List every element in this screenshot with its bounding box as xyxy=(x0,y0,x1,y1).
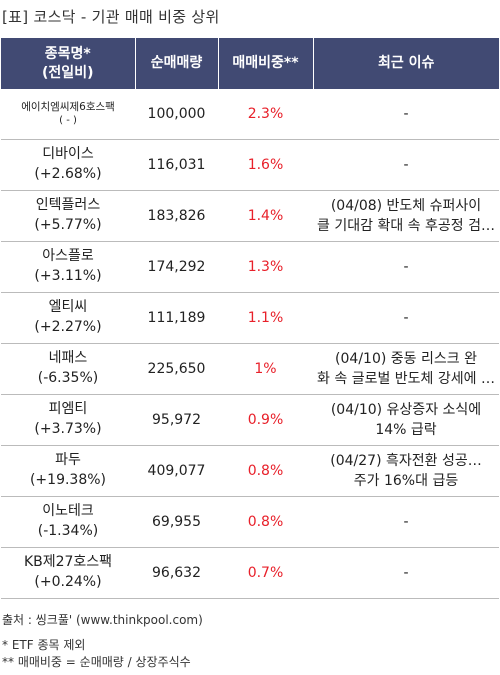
stock-name: 엘티씨 xyxy=(48,299,88,316)
recent-issue-line1: (04/10) 중동 리스크 완 xyxy=(335,350,477,367)
trade-ratio: 1% xyxy=(218,343,313,395)
recent-issue-line1: (04/10) 유상증자 소식에 xyxy=(330,401,482,418)
stock-name: 피엠티 xyxy=(48,401,88,418)
table-row: 에이치엠씨제6호스팩 ( - ) 100,000 2.3% - xyxy=(1,89,499,140)
recent-issue: (04/27) 흑자전환 성공… 주가 16%대 급등 xyxy=(313,445,499,497)
ranking-table: 종목명* (전일비) 순매매량 매매비중** 최근 이슈 에이치엠씨제6호스팩 (… xyxy=(1,38,499,599)
recent-issue: - xyxy=(313,241,499,293)
net-volume: 95,972 xyxy=(135,394,218,446)
recent-issue-line1: - xyxy=(403,309,409,326)
table-row: 파두 (+19.38%) 409,077 0.8% (04/27) 흑자전환 성공… 주가… xyxy=(1,445,499,497)
stock-name: 인텍플러스 xyxy=(35,197,101,214)
header-stock-name-line1: 종목명* xyxy=(44,45,91,62)
stock-change: (+2.68%) xyxy=(34,166,102,182)
table-row: 이노테크 (-1.34%) 69,955 0.8% - xyxy=(1,496,499,548)
stock-change: (+0.24%) xyxy=(34,574,102,590)
stock-change: (+3.73%) xyxy=(34,421,102,437)
net-volume: 409,077 xyxy=(135,445,218,497)
trade-ratio: 0.9% xyxy=(218,394,313,446)
recent-issue-line1: - xyxy=(403,105,409,122)
recent-issue-line1: - xyxy=(403,156,409,173)
stock-name: 에이치엠씨제6호스팩 xyxy=(21,100,115,113)
stock-name-cell: 아스플로 (+3.11%) xyxy=(1,241,135,293)
table-header-row: 종목명* (전일비) 순매매량 매매비중** 최근 이슈 xyxy=(1,38,499,89)
recent-issue: - xyxy=(313,547,499,599)
stock-name: 아스플로 xyxy=(42,248,94,265)
source-note: 출처 : 씽크풀' (www.thinkpool.com) xyxy=(2,613,203,627)
stock-name-cell: 파두 (+19.38%) xyxy=(1,445,135,497)
stock-change: (+5.77%) xyxy=(34,217,102,233)
footnote-ratio: ** 매매비중 = 순매매량 / 상장주식수 xyxy=(2,655,191,669)
header-stock-name-line2: (전일비) xyxy=(42,64,94,81)
header-net-volume: 순매매량 xyxy=(135,38,219,89)
stock-change: (-1.34%) xyxy=(37,523,99,539)
stock-change: (-6.35%) xyxy=(37,370,99,386)
trade-ratio: 0.8% xyxy=(218,496,313,548)
recent-issue-line2: 주가 16%대 급등 xyxy=(353,473,459,489)
recent-issue: - xyxy=(313,496,499,548)
header-stock-name: 종목명* (전일비) xyxy=(1,38,136,89)
table-row: 피엠티 (+3.73%) 95,972 0.9% (04/10) 유상증자 소식에 14… xyxy=(1,394,499,446)
stock-name-cell: 디바이스 (+2.68%) xyxy=(1,139,135,191)
stock-name-cell: 피엠티 (+3.73%) xyxy=(1,394,135,446)
trade-ratio: 1.6% xyxy=(218,139,313,191)
header-trade-ratio: 매매비중** xyxy=(218,38,314,89)
recent-issue-line1: - xyxy=(403,513,409,530)
recent-issue-line1: (04/27) 흑자전환 성공… xyxy=(330,452,482,469)
recent-issue-line1: (04/08) 반도체 슈퍼사이 xyxy=(330,197,482,214)
net-volume: 100,000 xyxy=(135,89,218,140)
stock-change: (+2.27%) xyxy=(34,319,102,335)
trade-ratio: 2.3% xyxy=(218,89,313,140)
stock-name: 이노테크 xyxy=(42,503,94,520)
recent-issue-line2: 클 기대감 확대 속 후공정 검… xyxy=(317,218,495,234)
stock-name-cell: 인텍플러스 (+5.77%) xyxy=(1,190,135,242)
stock-name-cell: KB제27호스팩 (+0.24%) xyxy=(1,547,135,599)
trade-ratio: 0.7% xyxy=(218,547,313,599)
trade-ratio: 0.8% xyxy=(218,445,313,497)
page-title: [표] 코스닥 - 기관 매매 비중 상위 xyxy=(2,8,220,26)
recent-issue-line1: - xyxy=(403,258,409,275)
table-row: 디바이스 (+2.68%) 116,031 1.6% - xyxy=(1,139,499,191)
stock-name-cell: 네패스 (-6.35%) xyxy=(1,343,135,395)
table-row: 인텍플러스 (+5.77%) 183,826 1.4% (04/08) 반도체 슈퍼사이… xyxy=(1,190,499,242)
stock-name-cell: 이노테크 (-1.34%) xyxy=(1,496,135,548)
stock-name-cell: 엘티씨 (+2.27%) xyxy=(1,292,135,344)
stock-change: ( - ) xyxy=(59,115,77,127)
net-volume: 225,650 xyxy=(135,343,218,395)
recent-issue: - xyxy=(313,139,499,191)
stock-name: 파두 xyxy=(55,452,81,469)
trade-ratio: 1.4% xyxy=(218,190,313,242)
table-row: KB제27호스팩 (+0.24%) 96,632 0.7% - xyxy=(1,547,499,599)
net-volume: 183,826 xyxy=(135,190,218,242)
header-recent-issue: 최근 이슈 xyxy=(313,38,499,89)
recent-issue-line2: 14% 급락 xyxy=(375,422,437,438)
stock-name: KB제27호스팩 xyxy=(23,554,113,571)
stock-change: (+3.11%) xyxy=(34,268,102,284)
recent-issue: - xyxy=(313,89,499,140)
net-volume: 69,955 xyxy=(135,496,218,548)
stock-name: 디바이스 xyxy=(42,146,94,163)
recent-issue: - xyxy=(313,292,499,344)
recent-issue: (04/10) 유상증자 소식에 14% 급락 xyxy=(313,394,499,446)
stock-name: 네패스 xyxy=(48,350,88,367)
net-volume: 111,189 xyxy=(135,292,218,344)
recent-issue-line2: 화 속 글로벌 반도체 강세에 … xyxy=(317,371,495,387)
net-volume: 174,292 xyxy=(135,241,218,293)
table-row: 엘티씨 (+2.27%) 111,189 1.1% - xyxy=(1,292,499,344)
stock-change: (+19.38%) xyxy=(29,472,107,488)
net-volume: 116,031 xyxy=(135,139,218,191)
stock-name-cell: 에이치엠씨제6호스팩 ( - ) xyxy=(1,89,135,140)
footnote-etf: * ETF 종목 제외 xyxy=(2,638,86,652)
recent-issue-line1: - xyxy=(403,564,409,581)
net-volume: 96,632 xyxy=(135,547,218,599)
trade-ratio: 1.3% xyxy=(218,241,313,293)
trade-ratio: 1.1% xyxy=(218,292,313,344)
table-row: 아스플로 (+3.11%) 174,292 1.3% - xyxy=(1,241,499,293)
